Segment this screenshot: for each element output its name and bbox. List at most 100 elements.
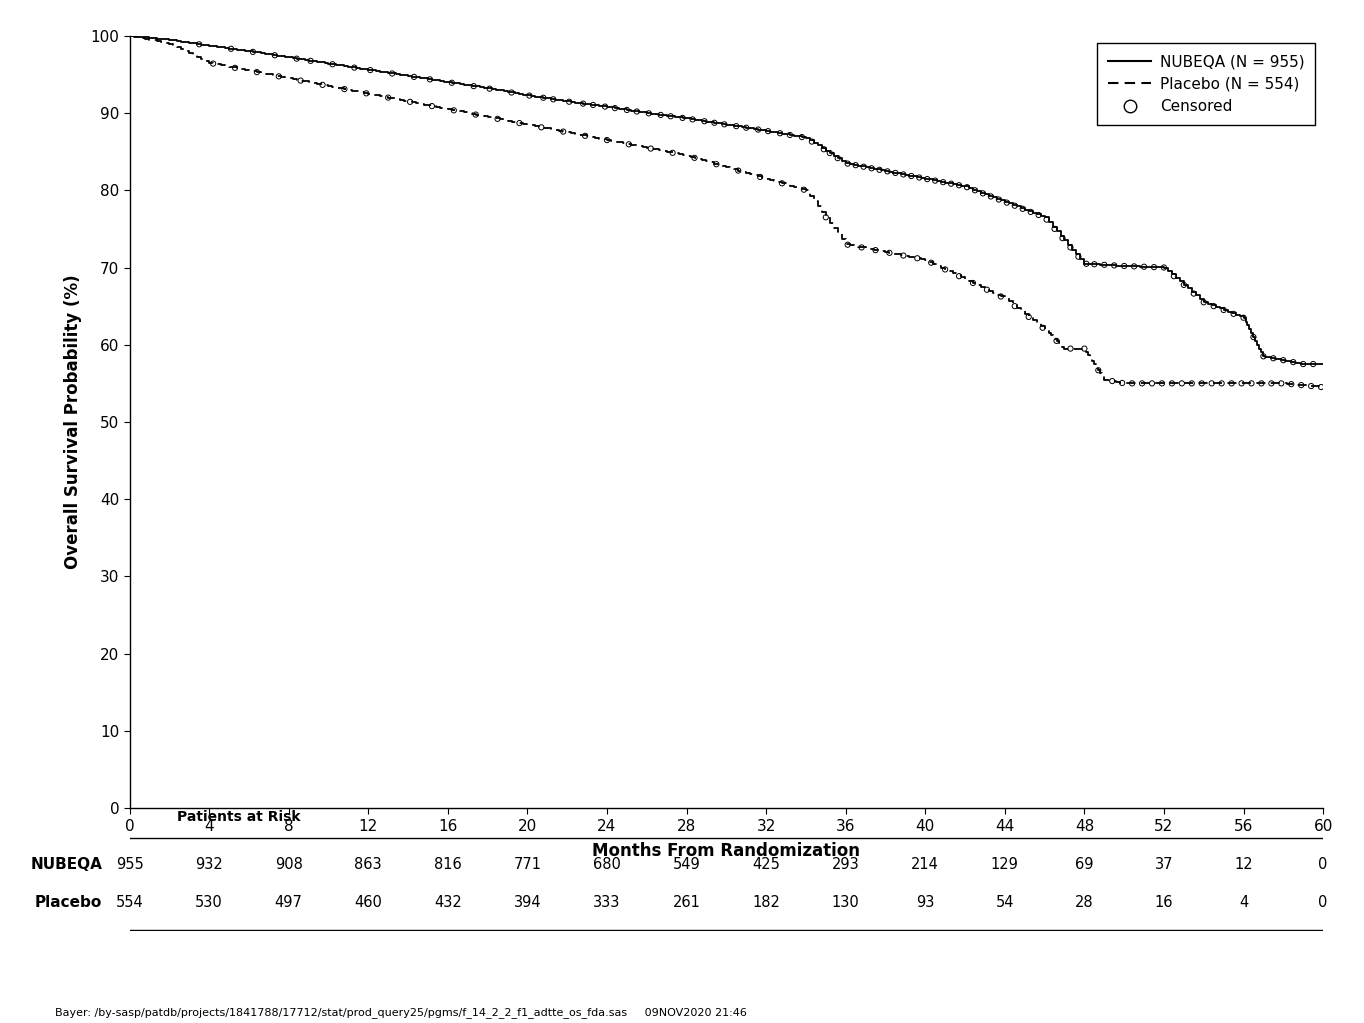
Text: 425: 425 <box>752 857 780 872</box>
Point <box>892 248 914 264</box>
Point <box>792 181 814 197</box>
Text: Patients at Risk: Patients at Risk <box>177 809 301 824</box>
Point <box>1263 350 1285 366</box>
Point <box>769 125 791 141</box>
Point <box>892 167 914 183</box>
Text: 12: 12 <box>1234 857 1252 872</box>
Point <box>1303 356 1324 372</box>
Point <box>934 261 956 277</box>
Point <box>749 169 771 185</box>
Point <box>851 239 873 256</box>
Point <box>188 36 210 52</box>
Text: 293: 293 <box>832 857 859 872</box>
Point <box>509 115 531 131</box>
Point <box>713 117 735 133</box>
Point <box>638 105 660 122</box>
Point <box>441 75 462 91</box>
Point <box>1133 259 1155 275</box>
Point <box>818 145 840 162</box>
X-axis label: Months From Randomization: Months From Randomization <box>592 842 861 860</box>
Point <box>617 101 638 118</box>
Point <box>400 94 421 110</box>
Point <box>558 93 580 109</box>
Point <box>861 160 883 176</box>
Point <box>852 159 874 175</box>
Point <box>1131 375 1153 392</box>
Point <box>333 81 355 97</box>
Text: 69: 69 <box>1075 857 1094 872</box>
Point <box>487 110 509 127</box>
Point <box>1035 212 1057 228</box>
Text: NUBEQA: NUBEQA <box>30 857 102 872</box>
Point <box>1027 207 1049 223</box>
Point <box>378 89 400 105</box>
Point <box>827 150 848 167</box>
Point <box>532 90 554 106</box>
Point <box>1083 256 1105 272</box>
Point <box>582 97 604 114</box>
Text: Bayer: /by-sasp/patdb/projects/1841788/17712/stat/prod_query25/pgms/f_14_2_2_f1_: Bayer: /by-sasp/patdb/projects/1841788/1… <box>55 1007 746 1018</box>
Point <box>1018 309 1039 325</box>
Point <box>705 157 727 173</box>
Point <box>640 140 662 157</box>
Point <box>962 275 983 292</box>
Point <box>531 119 552 135</box>
Point <box>1073 341 1095 357</box>
Point <box>344 59 366 76</box>
Point <box>900 168 922 184</box>
Point <box>878 244 900 261</box>
Point <box>1075 256 1097 272</box>
Point <box>1087 362 1109 379</box>
Point <box>771 175 792 191</box>
Legend: NUBEQA (N = 955), Placebo (N = 554), Censored: NUBEQA (N = 955), Placebo (N = 554), Cen… <box>1098 43 1315 125</box>
Text: 16: 16 <box>1155 895 1173 909</box>
Point <box>1163 268 1185 284</box>
Point <box>1192 294 1214 310</box>
Point <box>443 102 465 119</box>
Point <box>1292 356 1314 372</box>
Text: 680: 680 <box>593 857 621 872</box>
Point <box>1211 375 1233 392</box>
Point <box>595 98 617 115</box>
Y-axis label: Overall Survival Probability (%): Overall Survival Probability (%) <box>64 274 82 570</box>
Point <box>964 182 986 198</box>
Point <box>462 78 484 94</box>
Text: 182: 182 <box>752 895 780 909</box>
Point <box>1004 197 1026 214</box>
Point <box>202 55 224 72</box>
Point <box>1012 201 1034 217</box>
Point <box>1243 328 1264 345</box>
Text: 0: 0 <box>1319 895 1327 909</box>
Point <box>1052 230 1073 247</box>
Point <box>465 106 487 123</box>
Point <box>1282 354 1304 370</box>
Text: 932: 932 <box>195 857 224 872</box>
Point <box>1230 375 1252 392</box>
Point <box>990 288 1012 305</box>
Point <box>726 118 747 134</box>
Point <box>501 84 522 100</box>
Point <box>1094 257 1116 273</box>
Point <box>1020 204 1042 220</box>
Point <box>1143 259 1165 275</box>
Point <box>404 69 426 85</box>
Point <box>596 132 618 148</box>
Point <box>1222 306 1244 322</box>
Point <box>1260 375 1282 392</box>
Text: 333: 333 <box>593 895 621 909</box>
Point <box>1043 221 1065 237</box>
Point <box>1300 377 1322 394</box>
Point <box>359 62 381 79</box>
Point <box>1311 379 1333 395</box>
Point <box>1170 375 1192 392</box>
Point <box>626 103 648 120</box>
Point <box>917 171 938 187</box>
Point <box>907 250 929 266</box>
Point <box>1046 332 1068 349</box>
Point <box>988 191 1009 208</box>
Point <box>1153 259 1174 275</box>
Point <box>1273 352 1294 368</box>
Point <box>836 236 858 253</box>
Point <box>877 164 899 180</box>
Point <box>419 72 441 88</box>
